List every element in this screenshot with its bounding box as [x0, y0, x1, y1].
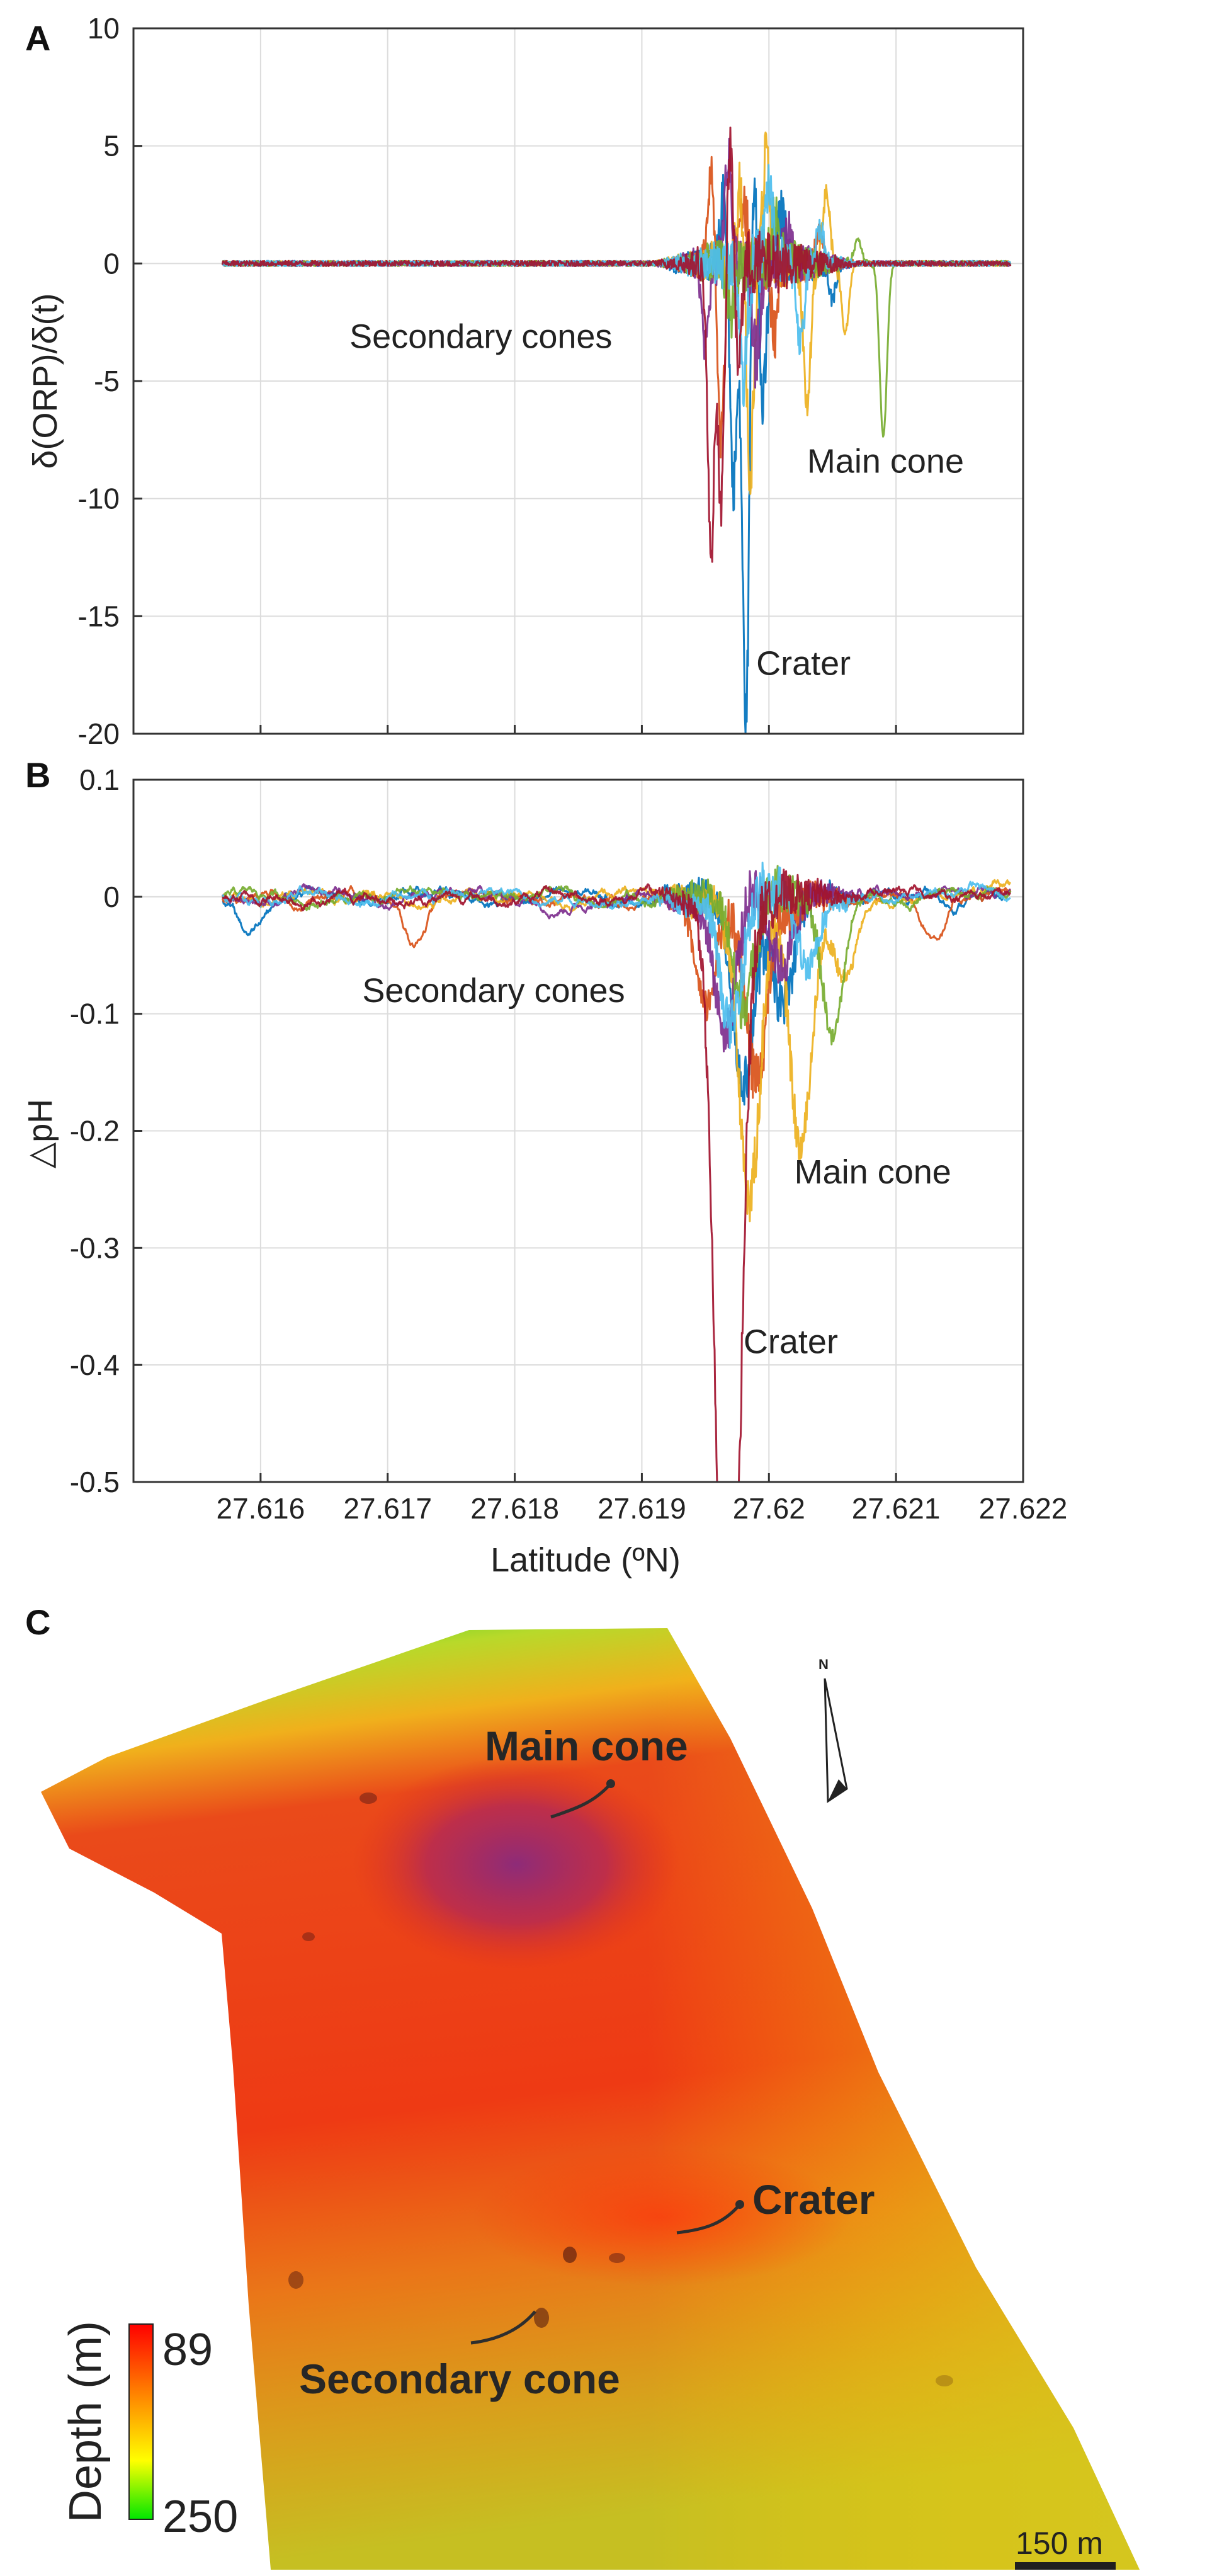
x-tick-label: 27.62: [733, 1492, 805, 1525]
series-line-track-2: [222, 156, 1012, 459]
series-line-track-7: [221, 127, 1012, 563]
north-arrow-icon: [824, 1678, 848, 1803]
grid-a: [133, 28, 1024, 734]
series-line-track-7: [222, 869, 1011, 1483]
y-tick-label: -0.3: [70, 1231, 120, 1264]
depth-min-label: 89: [162, 2325, 213, 2375]
series-line-track-6: [222, 164, 1012, 407]
seafloor-pit: [609, 2253, 625, 2263]
depth-max-label: 250: [162, 2492, 238, 2542]
secondary-cone-label: Secondary cone: [299, 2356, 620, 2402]
annotation-label: Main cone: [807, 443, 964, 481]
scale-bar-label: 150 m: [1016, 2526, 1103, 2561]
x-tick-label: 27.618: [470, 1492, 559, 1525]
crater-leader-dot: [735, 2200, 744, 2209]
depth-legend: 89 250 Depth (m): [60, 2321, 238, 2542]
main-cone-leader: [550, 1782, 612, 1819]
annotation-label: Secondary cones: [349, 318, 612, 356]
scale-bar: 150 m: [1015, 2526, 1116, 2570]
seafloor-pit: [360, 1792, 377, 1804]
x-axis-title-b: Latitude (ºN): [490, 1541, 681, 1579]
y-axis-title-a: δ(ORP)/δ(t): [26, 293, 64, 469]
y-tick-label: -20: [78, 717, 120, 750]
main-cone-label: Main cone: [485, 1723, 688, 1769]
y-tick-label: -5: [94, 365, 120, 397]
y-tick-label: -0.2: [70, 1115, 120, 1148]
annotation-label: Secondary cones: [362, 972, 625, 1010]
series-lines-b: [221, 862, 1012, 1483]
scale-bar-line: [1015, 2562, 1116, 2570]
north-label: N: [818, 1656, 829, 1672]
main-cone-summit: [353, 1757, 680, 1971]
y-tick-label: 10: [88, 12, 120, 45]
crater-label: Crater: [752, 2176, 875, 2223]
seafloor-pit: [936, 2375, 953, 2386]
bathymetry-map: Main cone Crater Secondary cone N 89 250…: [41, 1628, 1140, 2570]
y-tick-label: 0.1: [79, 763, 120, 796]
chart-panel-b: 27.616 27.617 27.618 27.619 27.62 27.621 27.62…: [21, 763, 1067, 1579]
annotations-b: Secondary cones Main cone Crater: [362, 972, 951, 1360]
y-tick-label: -0.4: [70, 1348, 120, 1381]
panel-letter-a: A: [25, 18, 50, 58]
seafloor-pit: [563, 2247, 577, 2263]
ticks-b: 27.616 27.617 27.618 27.619 27.62 27.621 27.62…: [70, 763, 1068, 1525]
y-tick-label: -15: [78, 600, 120, 632]
x-tick-label: 27.617: [343, 1492, 432, 1525]
depth-legend-title: Depth (m): [60, 2321, 111, 2522]
chart-panel-a: 10 5 0 -5 -10 -15 -20 δ(ORP)/δ(t) Secondary co…: [26, 12, 1024, 750]
annotations-a: Secondary cones Main cone Crater: [349, 318, 964, 683]
series-lines-a: [221, 127, 1012, 735]
panel-letter-b: B: [25, 755, 50, 795]
x-tick-label: 27.622: [979, 1492, 1068, 1525]
series-line-track-5: [221, 197, 1012, 438]
grid-b: [133, 779, 1024, 1483]
y-tick-label: -10: [78, 482, 120, 515]
north-arrow-shade-icon: [828, 1779, 847, 1801]
y-tick-label: 0: [103, 881, 120, 913]
y-axis-title-b: △pH: [21, 1099, 59, 1169]
seafloor-pit: [288, 2271, 303, 2289]
series-line-track-3: [221, 131, 1012, 495]
crater-leader: [676, 2203, 741, 2235]
panel-letter-c: C: [25, 1602, 50, 1642]
ticks-a: 10 5 0 -5 -10 -15 -20: [78, 12, 1024, 750]
y-tick-label: 5: [103, 130, 120, 162]
depth-colorbar: [128, 2323, 154, 2520]
annotation-label: Crater: [744, 1323, 838, 1361]
x-tick-label: 27.616: [217, 1492, 305, 1525]
secondary-cone-leader: [470, 2310, 536, 2345]
x-tick-label: 27.621: [852, 1492, 941, 1525]
annotation-label: Crater: [756, 645, 851, 683]
main-cone-leader-dot: [606, 1779, 615, 1788]
seafloor-pit: [534, 2308, 549, 2328]
y-tick-label: 0: [103, 247, 120, 280]
y-tick-label: -0.1: [70, 998, 120, 1030]
seafloor-pit: [302, 1932, 315, 1941]
y-tick-label: -0.5: [70, 1466, 120, 1498]
north-arrow: N: [818, 1656, 848, 1803]
annotation-label: Main cone: [795, 1153, 951, 1191]
x-tick-label: 27.619: [598, 1492, 686, 1525]
